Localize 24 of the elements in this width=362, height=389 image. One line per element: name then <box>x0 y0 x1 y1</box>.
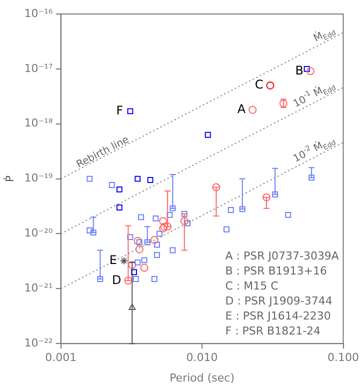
annotation: A : PSR J0737-3039A <box>225 249 340 262</box>
y-tick-label: 10⁻¹⁹ <box>24 172 53 185</box>
annotation: D <box>112 272 122 287</box>
x-tick-label: 0.001 <box>45 351 77 364</box>
x-axis-title: Period (sec) <box>170 371 235 384</box>
y-tick-label: 10⁻¹⁶ <box>24 6 54 20</box>
annotation: D : PSR J1909-3744 <box>225 294 332 308</box>
annotation: E <box>109 253 117 268</box>
annotation: A <box>237 102 246 116</box>
annotation: C <box>254 78 264 92</box>
y-tick-label: 10⁻¹⁸ <box>24 116 54 130</box>
y-tick-label: 10⁻²² <box>24 336 53 350</box>
annotation: F : PSR B1821-24 <box>225 324 321 338</box>
y-tick-label: 10⁻²⁰ <box>24 226 54 240</box>
y-tick-label: 10⁻²¹ <box>24 282 53 295</box>
annotation: C : M15 C <box>225 279 279 292</box>
x-tick-label: 0.100 <box>328 351 360 364</box>
x-tick-label: 0.010 <box>186 351 218 364</box>
annotation: E : PSR J1614-2230 <box>225 309 331 322</box>
y-tick-label: 10⁻¹⁷ <box>24 62 53 75</box>
annotation: B : PSR B1913+16 <box>225 264 328 278</box>
annotation: F <box>116 103 124 118</box>
y-axis-title: Ṗ <box>2 175 16 182</box>
annotation: B <box>295 63 304 78</box>
